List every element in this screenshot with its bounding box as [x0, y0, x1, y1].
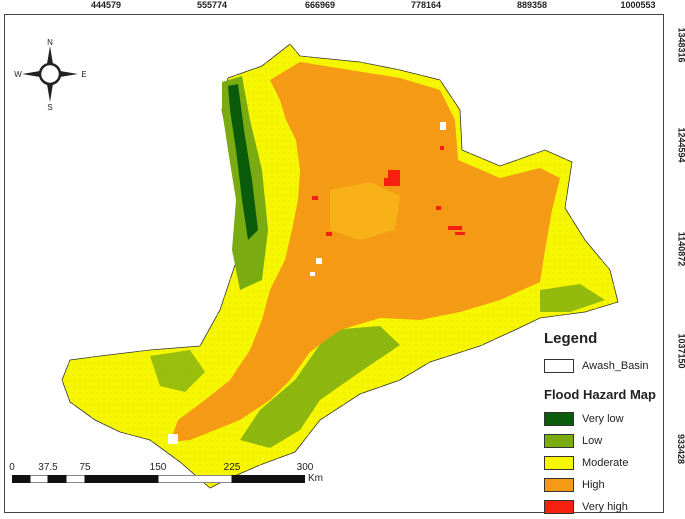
scale-label: 300: [296, 462, 314, 473]
legend-item-basin: Awash_Basin: [544, 355, 665, 377]
scale-bar: 0 37.5 75 150 225 300 Km: [9, 462, 330, 512]
legend-item: Moderate: [544, 452, 665, 474]
scale-label: 75: [79, 462, 91, 473]
legend-swatch: [544, 478, 574, 492]
very-low-zone: [228, 84, 258, 240]
legend-item: Low: [544, 430, 665, 452]
legend-subtitle: Flood Hazard Map: [544, 387, 656, 402]
low-zone-south: [240, 326, 400, 448]
compass-s: S: [47, 103, 52, 110]
legend-swatch: [544, 456, 574, 470]
very-high-zone: [312, 146, 465, 236]
top-tick-label: 778164: [410, 0, 442, 10]
legend-item: High: [544, 474, 665, 496]
scale-label: 37.5: [38, 462, 58, 473]
legend-title: Legend: [544, 330, 598, 347]
legend-basin-label: Awash_Basin: [582, 360, 649, 372]
north-arrow-icon: N S W E: [14, 38, 86, 110]
top-tick-label: 444579: [90, 0, 122, 10]
legend-label: Very low: [582, 413, 624, 425]
compass-e: E: [81, 70, 86, 79]
legend-swatch: [544, 500, 574, 514]
scale-label: 225: [223, 462, 241, 473]
high-zone: [170, 62, 560, 442]
legend-label: High: [582, 479, 605, 491]
top-tick-label: 555774: [196, 0, 228, 10]
basin-swatch: [544, 359, 574, 373]
low-zone-southwest: [150, 350, 205, 392]
moderate-island: [330, 182, 400, 240]
top-tick-label: 1000553: [620, 0, 656, 10]
compass-n: N: [47, 38, 53, 47]
map-legend: Legend Awash_Basin Flood Hazard Map Very…: [540, 330, 665, 518]
top-tick-label: 889358: [516, 0, 548, 10]
top-tick-label: 666969: [304, 0, 336, 10]
legend-label: Very high: [582, 501, 628, 513]
scale-bar-graphic: [12, 475, 305, 483]
legend-item: Very low: [544, 408, 665, 430]
no-data-spots: [168, 122, 446, 444]
low-zone-east: [540, 284, 605, 312]
scale-label: 150: [149, 462, 167, 473]
legend-swatch: [544, 412, 574, 426]
legend-item: Very high: [544, 496, 665, 518]
legend-label: Moderate: [582, 457, 629, 469]
scale-unit: Km: [308, 473, 323, 484]
compass-w: W: [14, 70, 22, 79]
legend-label: Low: [582, 435, 603, 447]
legend-swatch: [544, 434, 574, 448]
scale-label: 0: [9, 462, 15, 473]
